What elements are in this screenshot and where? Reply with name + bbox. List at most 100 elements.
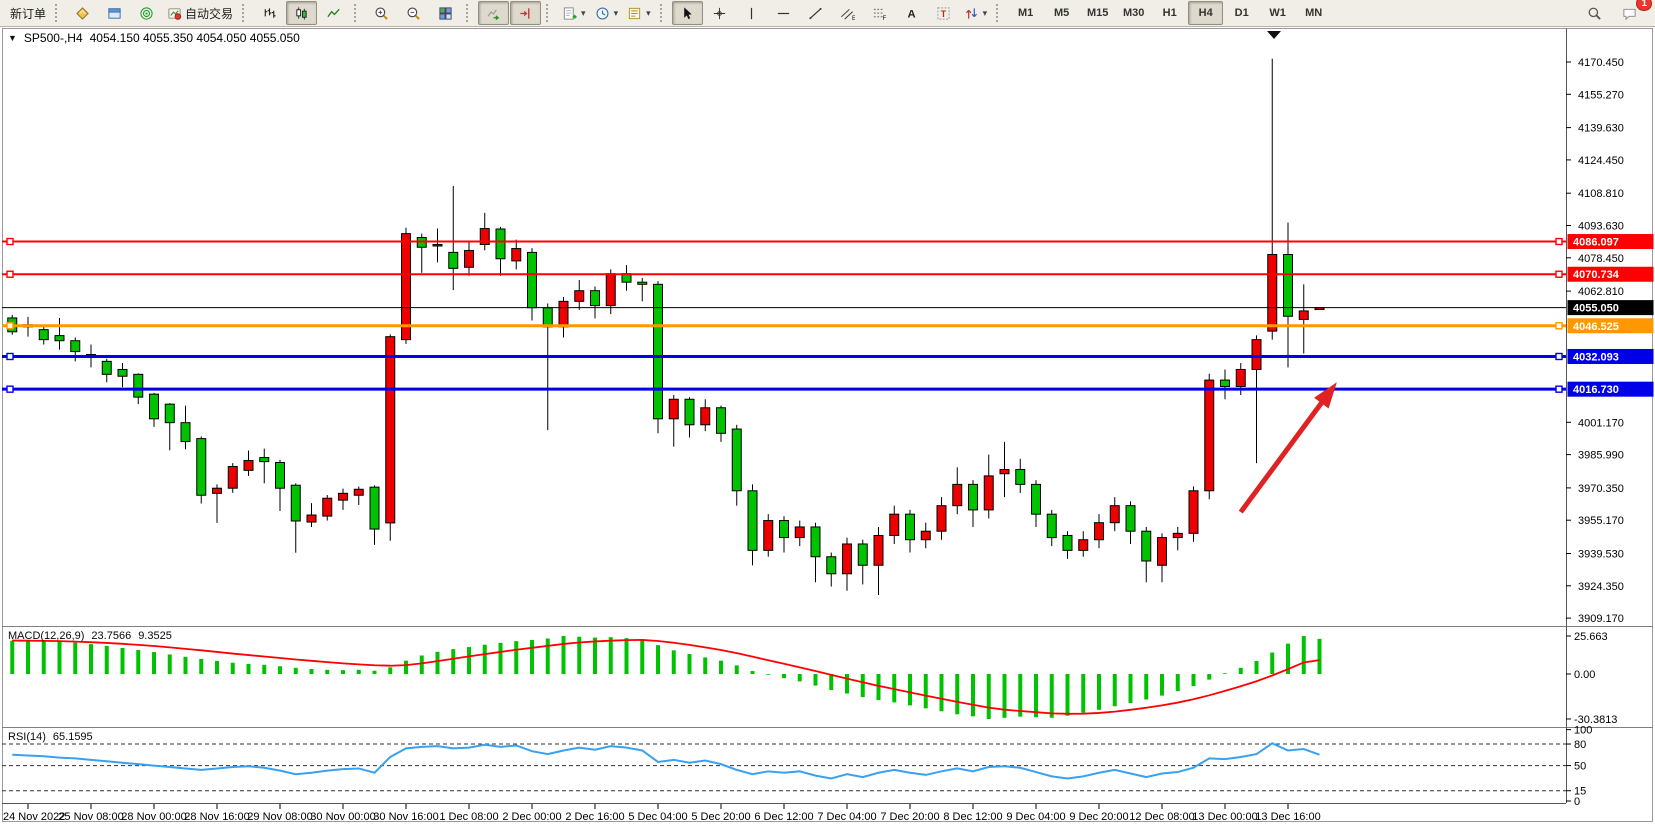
svg-text:T: T bbox=[940, 9, 946, 19]
candle-bullish bbox=[605, 273, 616, 307]
time-tick-label: 2 Dec 00:00 bbox=[502, 811, 561, 823]
timeframe-m30-button[interactable]: M30 bbox=[1122, 7, 1145, 19]
line-handle[interactable] bbox=[6, 385, 14, 393]
rsi-value: 65.1595 bbox=[52, 731, 93, 743]
toolbar-grip bbox=[996, 4, 1003, 22]
new-order-button[interactable]: 新订单 bbox=[6, 1, 50, 25]
symbol-dropdown-icon[interactable]: ▼ bbox=[8, 33, 17, 43]
svg-text:A: A bbox=[907, 8, 915, 20]
profiles-button[interactable]: ▾ bbox=[591, 1, 623, 25]
toolbar-grip bbox=[659, 4, 667, 22]
equidistant-channel-button[interactable]: E bbox=[832, 1, 863, 25]
candle-bearish bbox=[1015, 468, 1026, 485]
rsi-tick-label: 80 bbox=[1574, 739, 1586, 751]
vertical-line-button[interactable] bbox=[736, 1, 767, 25]
candle-bullish bbox=[353, 488, 364, 496]
candle-bullish bbox=[999, 468, 1010, 475]
timeframe-h4-button[interactable]: H4 bbox=[1188, 1, 1224, 25]
candle-bearish bbox=[716, 407, 726, 434]
time-tick-label: 30 Nov 16:00 bbox=[373, 811, 438, 823]
timeframe-m1-button[interactable]: M1 bbox=[1018, 7, 1034, 19]
candle-bearish bbox=[826, 556, 837, 575]
tile-windows-button[interactable] bbox=[430, 1, 461, 25]
time-tick-label: 8 Dec 12:00 bbox=[943, 811, 1002, 823]
price-badge-label: 4032.093 bbox=[1573, 351, 1619, 363]
price-tick-label: 4124.450 bbox=[1578, 155, 1624, 167]
text-label-button[interactable]: T bbox=[928, 1, 959, 25]
candle-bearish bbox=[731, 428, 742, 492]
rsi-line bbox=[12, 742, 1320, 780]
tile-windows-icon bbox=[438, 6, 453, 21]
line-handle[interactable] bbox=[6, 237, 14, 246]
candle-bullish bbox=[952, 483, 963, 507]
candle-bearish bbox=[542, 307, 553, 328]
candle-bullish bbox=[1298, 310, 1309, 320]
candle-bearish bbox=[653, 283, 663, 420]
chart-shift-button[interactable] bbox=[510, 1, 542, 25]
time-tick-label: 7 Dec 20:00 bbox=[880, 811, 939, 823]
timeframe-h1-button[interactable]: H1 bbox=[1162, 7, 1177, 19]
chart-candles-button[interactable] bbox=[286, 1, 318, 25]
timeframe-d1-button[interactable]: D1 bbox=[1234, 7, 1249, 19]
candle-bullish bbox=[401, 233, 411, 341]
price-tick-label: 3909.170 bbox=[1578, 613, 1624, 625]
candle-bearish bbox=[448, 251, 459, 269]
candle-bullish bbox=[322, 497, 333, 517]
notifications-button[interactable]: 1 bbox=[1614, 0, 1652, 25]
horizontal-line-button[interactable] bbox=[768, 1, 799, 25]
data-window-icon bbox=[107, 6, 122, 21]
candle-bullish bbox=[385, 336, 396, 524]
line-handle[interactable] bbox=[1555, 270, 1563, 278]
crosshair-button[interactable] bbox=[704, 1, 735, 25]
timeframe-m5-button[interactable]: M5 bbox=[1054, 7, 1070, 19]
timeframe-m15-button[interactable]: M15 bbox=[1086, 7, 1109, 19]
time-tick-label: 9 Dec 04:00 bbox=[1006, 811, 1065, 823]
new-chart-button[interactable]: ▾ bbox=[558, 1, 590, 25]
time-tick-label: 6 Dec 12:00 bbox=[754, 811, 813, 823]
zoom-in-button[interactable] bbox=[366, 1, 397, 25]
chart-shift-icon bbox=[518, 6, 533, 21]
timeframe-w1-button[interactable]: W1 bbox=[1269, 7, 1286, 19]
chart-window[interactable]: ▼ SP500-,H4 4054.150 4055.350 4054.050 4… bbox=[0, 27, 1655, 827]
trendline-button[interactable] bbox=[800, 1, 831, 25]
line-handle[interactable] bbox=[6, 270, 14, 278]
line-handle[interactable] bbox=[1555, 322, 1563, 330]
templates-caret-icon: ▾ bbox=[646, 7, 651, 18]
price-axis[interactable]: 4170.450 4155.270 4139.630 4124.450 4108.810… bbox=[1566, 57, 1654, 808]
time-tick-label: 29 Nov 08:00 bbox=[247, 811, 312, 823]
candle-bearish bbox=[905, 513, 915, 541]
line-handle[interactable] bbox=[1555, 385, 1563, 393]
market-watch-button[interactable] bbox=[67, 1, 98, 25]
chart-line-button[interactable] bbox=[318, 1, 349, 25]
fibonacci-button[interactable]: F bbox=[864, 1, 895, 25]
text-button[interactable]: A bbox=[896, 1, 927, 25]
trend-arrow-shaft[interactable] bbox=[1238, 398, 1326, 514]
line-handle[interactable] bbox=[1555, 352, 1563, 361]
line-handle[interactable] bbox=[6, 322, 14, 330]
candle-bearish bbox=[369, 486, 380, 530]
zoom-out-button[interactable] bbox=[398, 1, 429, 25]
price-tick-label: 3924.350 bbox=[1578, 581, 1624, 593]
chart-bars-button[interactable] bbox=[254, 1, 285, 25]
cursor-button[interactable] bbox=[671, 1, 703, 25]
chart-canvas[interactable]: 4170.450 4155.270 4139.630 4124.450 4108.810… bbox=[0, 27, 1655, 827]
search-button[interactable] bbox=[1579, 1, 1610, 25]
arrows-button[interactable]: ▾ bbox=[960, 1, 992, 25]
auto-scroll-button[interactable] bbox=[478, 1, 510, 25]
price-tick-label: 4062.810 bbox=[1578, 286, 1624, 298]
trend-arrow-head[interactable] bbox=[1314, 382, 1337, 409]
strategy-tester-button[interactable] bbox=[131, 1, 162, 25]
line-handle[interactable] bbox=[1555, 237, 1563, 246]
line-handle[interactable] bbox=[6, 352, 14, 361]
chart-shift-marker-icon[interactable] bbox=[1267, 31, 1281, 39]
profiles-caret-icon: ▾ bbox=[613, 7, 619, 18]
candle-bearish bbox=[164, 403, 175, 424]
time-tick-label: 2 Dec 16:00 bbox=[565, 811, 624, 823]
templates-button[interactable]: ▾ bbox=[623, 1, 655, 25]
data-window-button[interactable] bbox=[99, 1, 130, 25]
strategy-tester-icon bbox=[139, 6, 154, 21]
candle-bearish bbox=[1283, 254, 1293, 317]
timeframe-mn-button[interactable]: MN bbox=[1305, 7, 1323, 19]
auto-trading-button[interactable]: 自动交易 bbox=[163, 1, 237, 25]
